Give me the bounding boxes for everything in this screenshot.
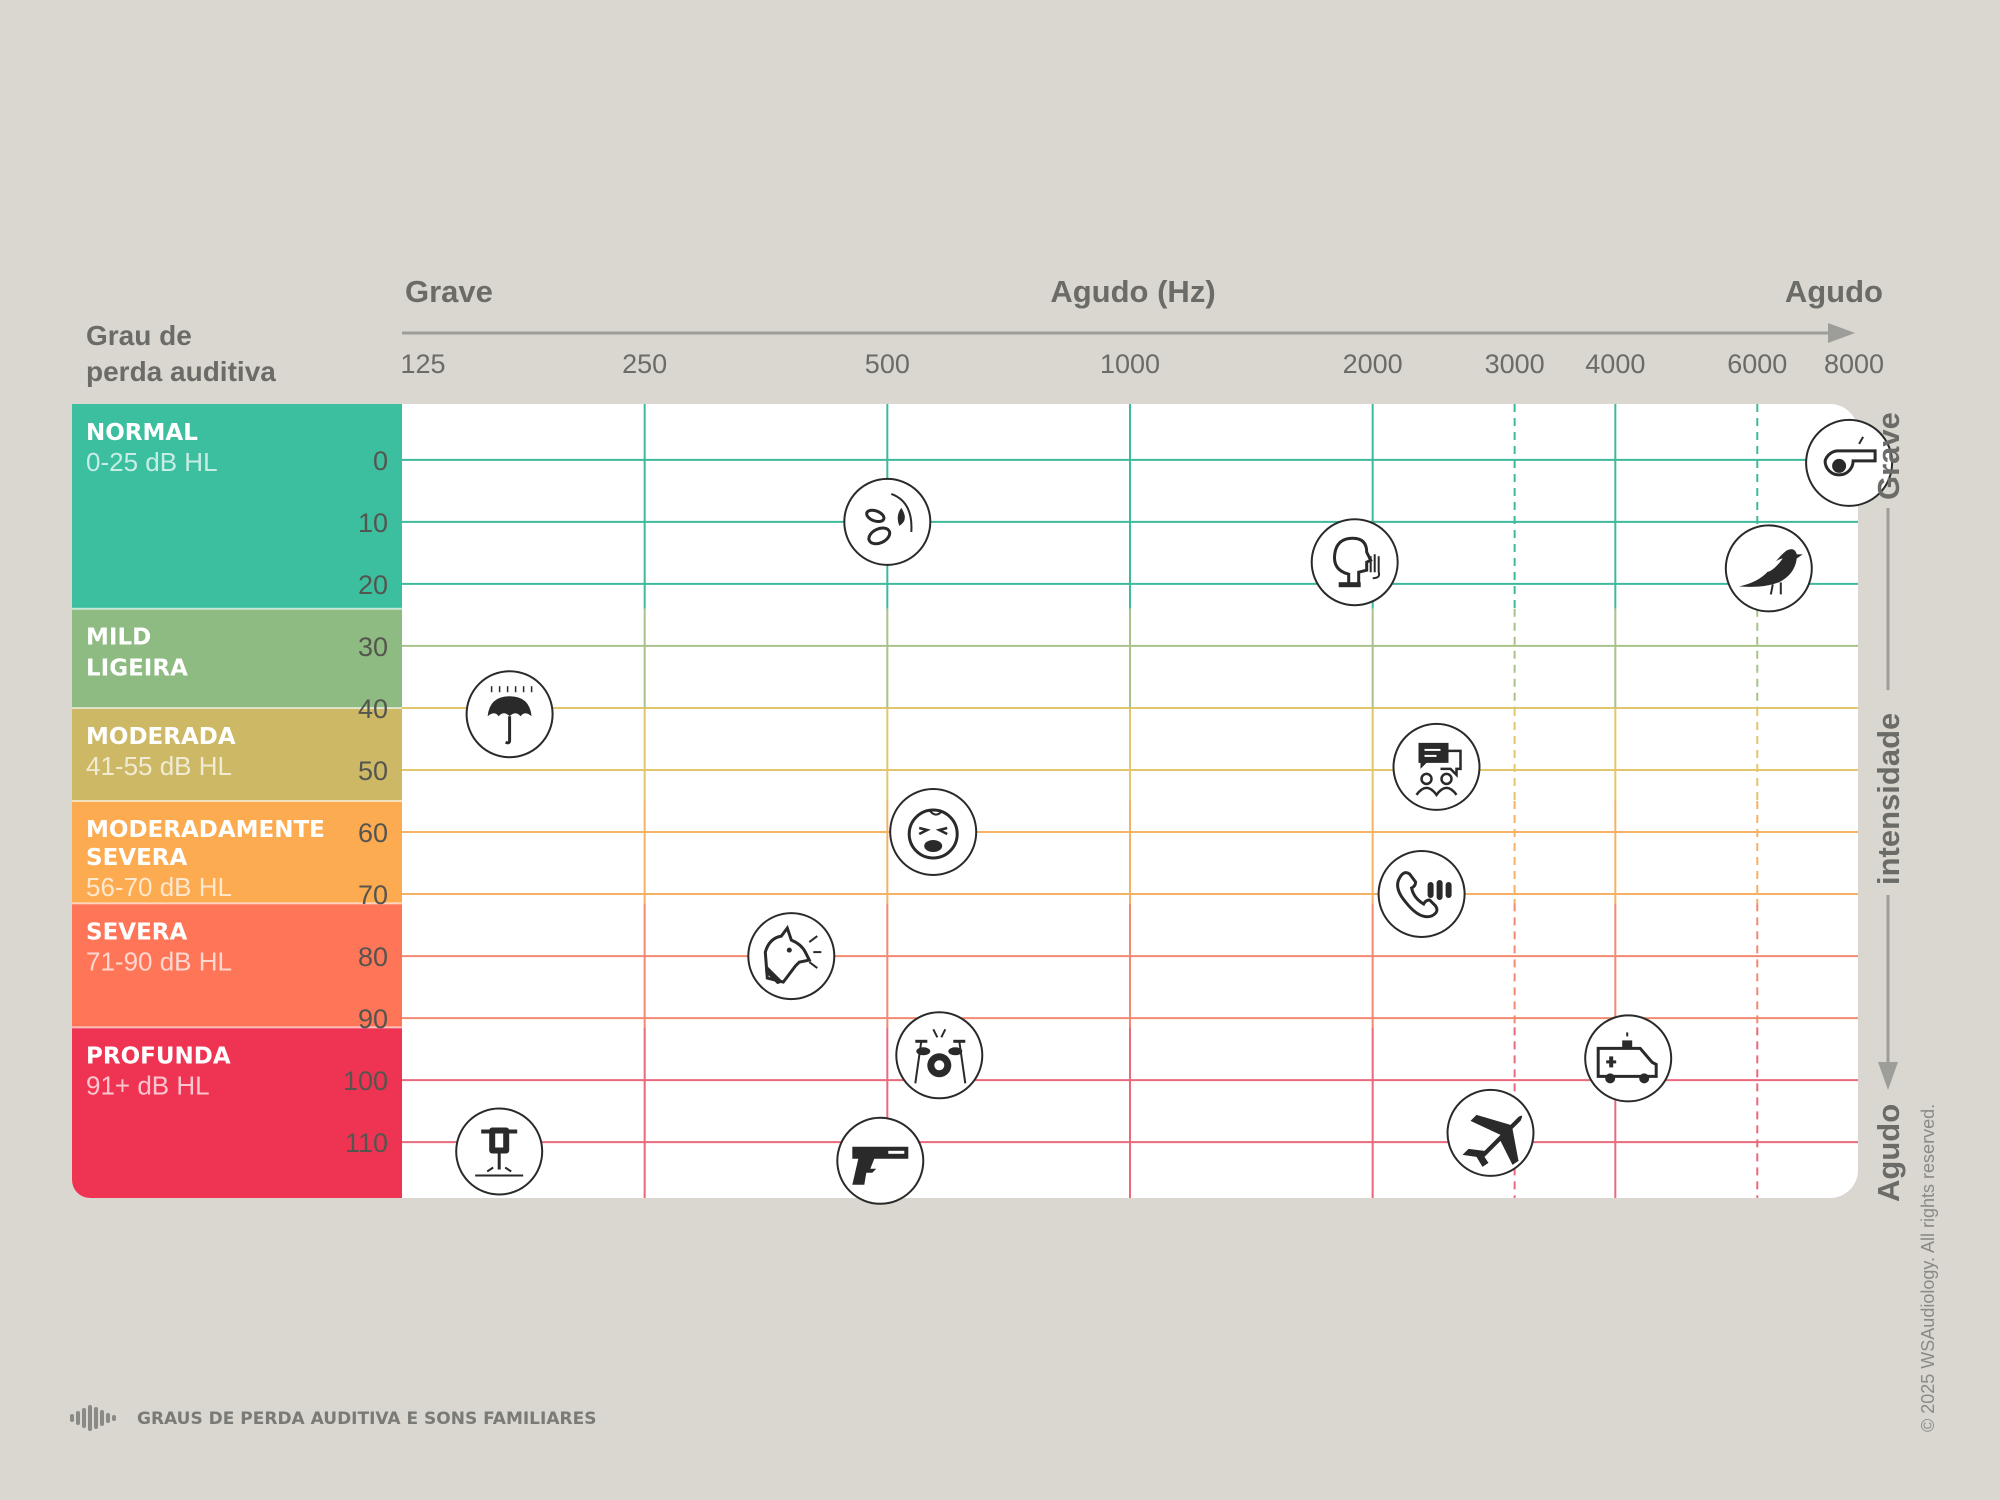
x-axis-ticks: 125 250 500 1000 2000 3000 4000 6000 8000 [400,349,1884,379]
y-tick-label-50: 50 [358,756,388,786]
x-tick-label-500: 500 [865,349,910,379]
x-axis-right-label: Agudo [1785,274,1883,309]
y-tick-label-0: 0 [373,446,388,476]
y-tick-label-40: 40 [358,694,388,724]
band-2 [72,608,402,708]
drums-icon [895,1011,984,1100]
y-tick-label-10: 10 [358,508,388,538]
x-tick-label-8000: 8000 [1824,349,1884,379]
y-axis-title-line1: Grau de [86,320,192,351]
leaves-rustling-icon [843,477,932,566]
band-3 [72,707,402,801]
x-tick-label-2000: 2000 [1343,349,1403,379]
whispering-marker [1310,518,1399,607]
band-title-3: MODERADA [86,724,236,750]
bird-icon [1724,524,1813,613]
x-tick-label-6000: 6000 [1727,349,1787,379]
telephone-ringing-icon [1377,850,1466,938]
band-title-2: MILD [86,625,151,651]
x-tick-label-1000: 1000 [1100,349,1160,379]
x-axis-left-label: Grave [405,274,493,309]
band-title-6: PROFUNDA [86,1043,231,1069]
band-range-4: 56-70 dB HL [86,872,232,902]
x-axis-center-label: Agudo (Hz) [1050,274,1215,309]
band-title-4: MODERADAMENTE [86,817,325,843]
gunshot-icon [836,1116,925,1205]
whistle-icon [1805,418,1894,507]
band-title-5: SEVERA [86,919,187,945]
y-tick-label-80: 80 [358,942,388,972]
jackhammer-icon [455,1107,544,1196]
sound-icons [455,418,1894,1205]
y-tick-label-100: 100 [343,1066,388,1096]
band-range-2: LIGEIRA [86,656,188,682]
y-tick-label-20: 20 [358,570,388,600]
x-axis-arrow [402,323,1855,343]
x-tick-label-250: 250 [622,349,667,379]
conversation-marker [1392,722,1481,811]
leaves-rustling-marker [843,477,932,566]
whispering-icon [1310,518,1399,607]
intensity-middle-label: intensidade [1871,713,1906,885]
band-range-5: 71-90 dB HL [86,946,232,976]
intensity-bottom-label: Agudo [1871,1104,1906,1202]
airplane-marker [1446,1088,1535,1177]
intensity-axis: Grave intensidade Agudo [1871,412,1906,1202]
band-title-1: NORMAL [86,420,198,446]
x-tick-label-3000: 3000 [1485,349,1545,379]
band-4 [72,801,402,904]
band-range-3: 41-55 dB HL [86,751,232,781]
y-tick-label-110: 110 [345,1128,388,1158]
plot-area [72,404,1858,1198]
x-tick-label-4000: 4000 [1585,349,1645,379]
sound-wave-icon [70,1405,116,1431]
band-1 [72,404,402,609]
y-tick-label-70: 70 [358,880,388,910]
band-5 [72,903,402,1028]
band-range-6: 91+ dB HL [86,1070,210,1100]
intensity-top-label: Grave [1871,412,1906,500]
y-axis-ticks: 0 10 20 30 40 50 60 70 80 90 100 110 [343,446,388,1158]
footer-title: GRAUS DE PERDA AUDITIVA E SONS FAMILIARE… [137,1409,596,1429]
rain-umbrella-icon [465,670,554,759]
y-tick-label-30: 30 [358,632,388,662]
band-title2-4: SEVERA [86,845,187,871]
band-range-1: 0-25 dB HL [86,447,218,477]
crying-baby-icon [889,788,978,876]
y-tick-label-90: 90 [358,1004,388,1034]
crying-baby-marker [889,788,978,876]
y-axis-title-line2: perda auditiva [86,356,276,387]
x-tick-label-125: 125 [400,349,445,379]
band-6 [72,1027,402,1198]
telephone-ringing-marker [1377,850,1466,938]
airplane-icon [1446,1088,1535,1177]
gunshot-marker [836,1116,925,1205]
conversation-icon [1392,722,1481,811]
y-tick-label-60: 60 [358,818,388,848]
dog-barking-icon [747,912,836,1001]
whistle-marker [1805,418,1894,507]
ambulance-siren-icon [1584,1014,1673,1103]
copyright-text: © 2025 WSAudiology. All rights reserved. [1918,1104,1938,1432]
dog-barking-marker [747,912,836,1001]
